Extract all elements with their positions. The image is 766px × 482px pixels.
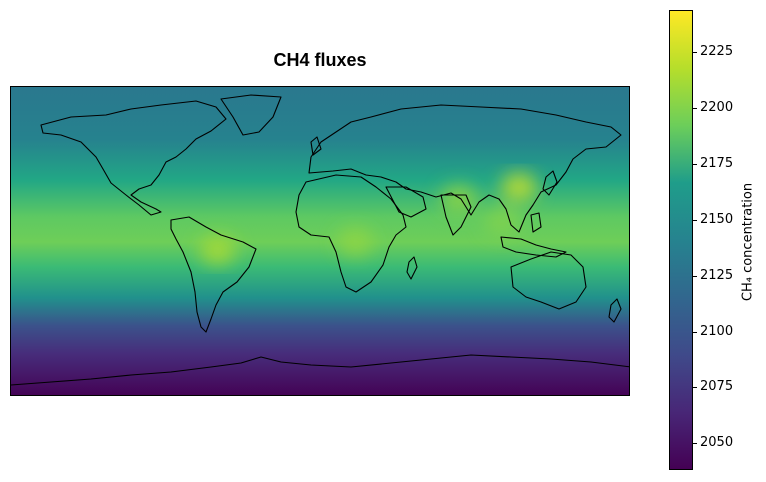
colorbar-tick-mark xyxy=(693,219,697,221)
uk-outline xyxy=(310,136,322,156)
colorbar-tick-mark xyxy=(693,387,697,389)
hotspot-east-china xyxy=(501,172,538,201)
hotspot-layer xyxy=(199,172,538,265)
figure-title: CH4 fluxes xyxy=(273,50,367,70)
colorbar-tick-label: 2075 xyxy=(700,379,734,395)
south-america-outline xyxy=(170,216,257,333)
hotspot-central-africa xyxy=(337,228,374,256)
colorbar-tick-mark xyxy=(693,52,697,54)
africa-outline xyxy=(295,174,407,293)
philippines-outline xyxy=(530,212,542,233)
concentration-field xyxy=(11,87,629,395)
colorbar-tick-mark xyxy=(693,275,697,277)
colorbar-tick-mark xyxy=(693,164,697,166)
colorbar-tick-mark xyxy=(693,331,697,333)
colorbar-tick-mark xyxy=(693,443,697,445)
colorbar-tick-label: 2050 xyxy=(700,435,734,451)
hotspot-south-asia-india xyxy=(440,184,477,213)
coastlines xyxy=(11,94,629,386)
colorbar-tick-label: 2225 xyxy=(700,44,734,60)
hotspot-amazon xyxy=(199,236,236,265)
colorbar-tick-label: 2200 xyxy=(700,100,734,116)
japan-outline xyxy=(542,170,558,196)
colorbar-tick-label: 2150 xyxy=(700,211,734,227)
colorbar-tick-label: 2100 xyxy=(700,323,734,339)
new-zealand-outline xyxy=(608,298,622,323)
hotspot-southeast-asia xyxy=(483,207,520,236)
colorbar-label: CH₄ concentration xyxy=(740,182,756,302)
colorbar-tick-label: 2125 xyxy=(700,267,734,283)
indonesia-outline xyxy=(500,236,567,258)
colorbar-tick-mark xyxy=(693,108,697,110)
eurasia-outline xyxy=(308,104,622,233)
madagascar-outline xyxy=(406,256,418,280)
north-america-outline xyxy=(40,100,227,216)
greenland-outline xyxy=(220,94,282,136)
colorbar-tick-label: 2175 xyxy=(700,156,734,172)
map-canvas xyxy=(11,87,629,395)
india-outline xyxy=(440,194,472,236)
australia-outline xyxy=(510,251,587,310)
antarctica-outline xyxy=(11,354,629,386)
methane-map xyxy=(10,86,630,396)
arabia-outline xyxy=(385,186,427,218)
colorbar xyxy=(669,10,693,470)
